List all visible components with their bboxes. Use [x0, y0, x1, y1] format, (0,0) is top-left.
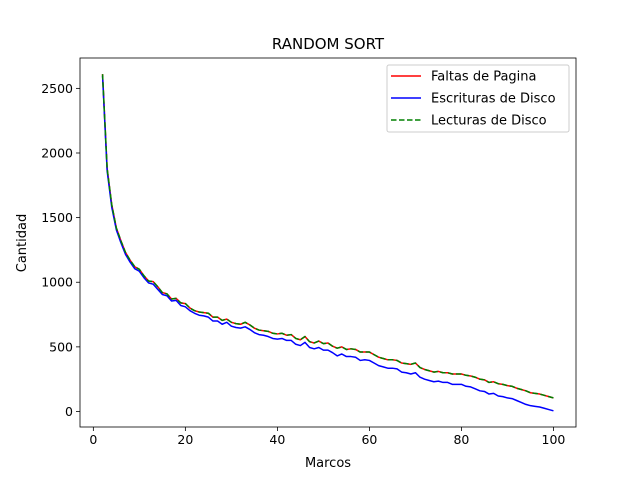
y-tick-label-1000: 1000 — [41, 275, 73, 290]
legend-label-3: Lecturas de Disco — [431, 114, 547, 129]
y-axis-label: Cantidad — [15, 214, 30, 272]
y-tick-label-500: 500 — [49, 339, 73, 354]
x-tick-label-20: 20 — [177, 432, 193, 447]
x-tick-label-40: 40 — [269, 432, 285, 447]
legend-label-2: Escrituras de Disco — [431, 92, 556, 107]
y-tick-label-2000: 2000 — [41, 145, 73, 160]
legend: Faltas de Pagina Escrituras de Disco Lectu… — [386, 64, 570, 133]
x-tick-label-80: 80 — [453, 432, 469, 447]
chart-title: RANDOM SORT — [272, 35, 385, 53]
plot-area — [79, 57, 577, 428]
y-tick-label-2500: 2500 — [41, 81, 73, 96]
x-tick-label-60: 60 — [361, 432, 377, 447]
y-tick-label-0: 0 — [65, 404, 73, 419]
axes-frame — [79, 57, 577, 428]
legend-box — [386, 64, 570, 133]
series-line-2 — [101, 76, 554, 412]
legend-label-1: Faltas de Pagina — [431, 70, 537, 85]
x-tick-label-0: 0 — [89, 432, 97, 447]
series-line-1 — [101, 74, 554, 399]
y-tick-label-1500: 1500 — [41, 210, 73, 225]
x-tick-label-100: 100 — [542, 432, 566, 447]
x-axis-label: Marcos — [305, 456, 351, 471]
